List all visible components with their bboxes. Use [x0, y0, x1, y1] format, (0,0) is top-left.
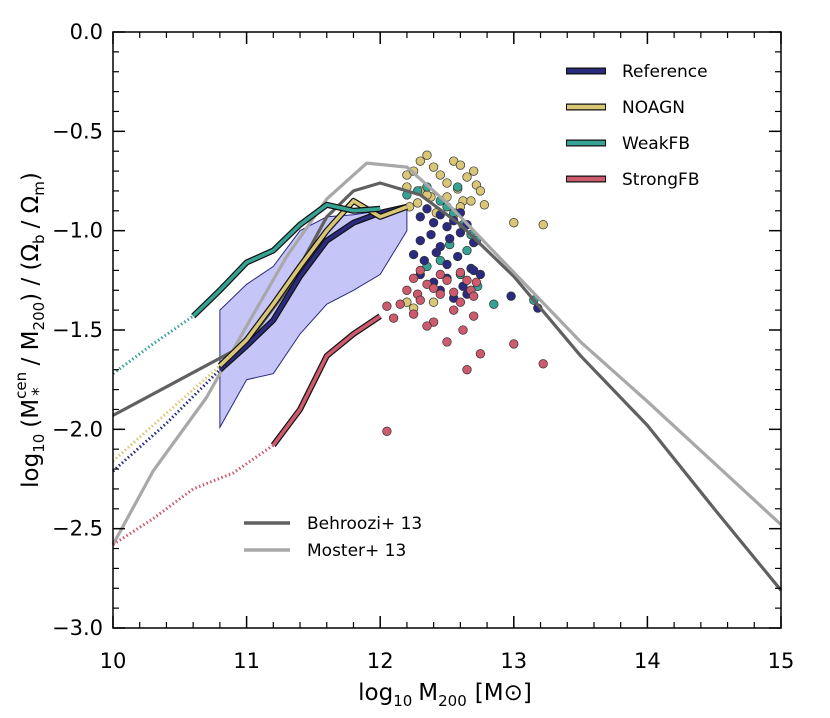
legend-label: NOAGN — [622, 98, 685, 118]
scatter-point-reference — [455, 228, 466, 238]
scatter-point-strongfb — [408, 309, 419, 319]
scatter-point-noagn — [509, 218, 519, 228]
scatter-point-noagn — [428, 162, 439, 172]
scatter-point-strongfb — [469, 291, 479, 301]
legend-label: Behroozi+ 13 — [307, 514, 422, 534]
scatter-point-weakfb — [462, 245, 472, 256]
scatter-point-noagn — [475, 186, 486, 196]
x-tick-label: 11 — [233, 649, 260, 673]
scatter-point-reference — [426, 229, 436, 240]
x-tick-label: 14 — [634, 649, 661, 673]
scatter-point-strongfb — [455, 267, 466, 278]
scatter-point-strongfb — [509, 339, 519, 349]
legend-layer: Reference NOAGN WeakFB StrongFB Behroozi+ 13… — [244, 62, 708, 561]
scatter-point-strongfb — [455, 297, 466, 307]
y-tick-label: −2.0 — [52, 417, 103, 441]
scatter-point-strongfb — [449, 305, 459, 315]
scatter-point-noagn — [428, 297, 439, 307]
scatter-point-noagn — [479, 200, 490, 210]
scatter-point-strongfb — [415, 265, 425, 276]
scatter-point-strongfb — [475, 349, 486, 359]
x-tick-label: 10 — [100, 649, 127, 673]
series-lines-layer — [111, 161, 783, 592]
scatter-point-noagn — [415, 156, 425, 166]
y-axis-label: log10(Mcen*/ M200) / (Ωb/ Ωm) — [12, 172, 49, 488]
scatter-point-reference — [506, 291, 516, 301]
axis-ticks-layer: 10 11 12 13 14 15 −3.0 −2.5 −2.0 −1.5 −1.0 −0.5 0.0 — [52, 20, 794, 673]
scatter-point-strongfb — [442, 275, 452, 285]
x-tick-label: 15 — [768, 649, 795, 673]
shaded-band — [219, 206, 408, 430]
scatter-point-strongfb — [408, 273, 419, 283]
scatter-point-strongfb — [435, 269, 445, 280]
scatter-point-noagn — [462, 172, 472, 182]
scatter-point-noagn — [422, 150, 432, 160]
y-tick-label: −2.5 — [52, 517, 103, 541]
legend-label: Moster+ 13 — [307, 541, 406, 561]
scatter-point-reference — [442, 222, 452, 232]
scatter-point-noagn — [538, 220, 548, 230]
scatter-point-weakfb — [453, 182, 463, 192]
scatter-point-strongfb — [449, 287, 459, 297]
scatter-point-reference — [431, 247, 441, 258]
scatter-point-reference — [428, 218, 439, 228]
scatter-point-reference — [419, 255, 429, 266]
scatter-point-strongfb — [435, 289, 445, 299]
scatter-point-strongfb — [458, 325, 468, 335]
scatter-point-reference — [442, 259, 452, 270]
scatter-point-strongfb — [382, 301, 392, 311]
scatter-point-strongfb — [402, 285, 412, 295]
y-tick-label: −1.0 — [52, 219, 103, 243]
series-line-noagn — [218, 199, 408, 368]
scatter-point-reference — [422, 204, 432, 214]
legend-label: WeakFB — [622, 134, 690, 154]
shaded-band-layer — [219, 206, 408, 430]
scatter-point-noagn — [442, 178, 452, 188]
scatter-point-reference — [408, 249, 419, 260]
scatter-point-reference — [415, 212, 425, 222]
scatter-point-reference — [469, 265, 479, 276]
series-line-moster-13 — [111, 161, 783, 546]
x-tick-label: 12 — [367, 649, 394, 673]
scatter-point-strongfb — [462, 275, 472, 285]
scatter-point-strongfb — [471, 277, 482, 287]
x-axis-label: log10 M200 [M⊙] — [358, 680, 532, 710]
scatter-point-strongfb — [428, 283, 439, 293]
scatter-point-strongfb — [388, 313, 399, 323]
scatter-point-strongfb — [538, 359, 548, 369]
scatter-point-strongfb — [395, 299, 405, 309]
scatter-point-noagn — [466, 196, 476, 206]
series-line-strongfb-dotted — [112, 443, 275, 546]
y-tick-label: −1.5 — [52, 318, 103, 342]
scatter-point-strongfb — [462, 365, 472, 375]
x-tick-label: 13 — [500, 649, 527, 673]
y-tick-label: −0.5 — [52, 119, 103, 143]
scatter-point-strongfb — [442, 337, 452, 347]
scatter-point-strongfb — [382, 426, 392, 436]
y-tick-label: −3.0 — [52, 616, 103, 640]
legend-label: Reference — [622, 62, 708, 82]
scatter-point-noagn — [412, 198, 423, 208]
legend-label: StrongFB — [622, 170, 699, 190]
scatter-point-strongfb — [422, 321, 432, 331]
scatter-point-noagn — [435, 170, 445, 180]
scatter-point-reference — [415, 235, 425, 246]
scatter-point-strongfb — [469, 311, 479, 321]
scatter-layer — [382, 150, 548, 436]
series-line-weakfb-dotted — [112, 314, 195, 375]
scatter-point-reference — [445, 233, 455, 244]
scatter-point-noagn — [449, 156, 459, 166]
scatter-point-noagn — [455, 160, 466, 170]
series-line-strongfb — [271, 314, 382, 447]
y-tick-label: 0.0 — [70, 20, 103, 44]
scatter-point-reference — [453, 251, 463, 262]
scatter-point-strongfb — [415, 295, 425, 305]
scatter-point-reference — [475, 269, 486, 280]
series-line-weakfb — [191, 203, 381, 318]
scatter-point-weakfb — [489, 299, 499, 309]
scatter-point-noagn — [469, 166, 479, 176]
